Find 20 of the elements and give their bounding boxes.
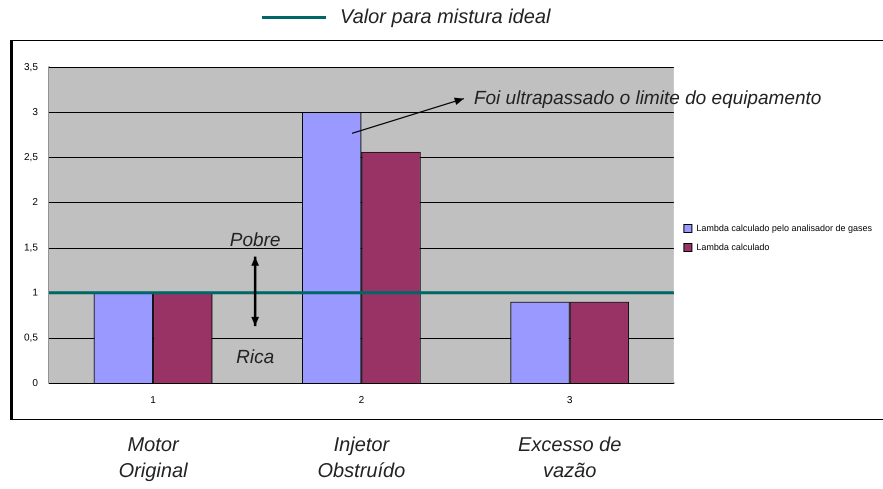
x-tick-label: 3 [566, 394, 573, 406]
y-tick-label: 2 [32, 197, 38, 208]
text: Injetor Obstruído [316, 433, 406, 484]
y-tick-label: 1 [32, 287, 38, 298]
y-tick-label: 3 [32, 106, 38, 118]
x-tick-label: 2 [358, 394, 365, 406]
legend-label: Lambda calculado pelo analisador de gases [696, 222, 872, 233]
annotation: Foi ultrapassado o limite do equipamento [474, 88, 822, 109]
y-tick-label: 0,5 [24, 332, 38, 344]
y-tick-label: 1,5 [24, 242, 38, 254]
text: Motor Original [118, 433, 189, 484]
text: Excesso de vazão [517, 433, 622, 484]
y-tick-label: 2,5 [24, 152, 38, 164]
x-tick-label: 1 [150, 394, 156, 406]
annotation: Pobre [230, 230, 280, 252]
y-tick-label: 0 [32, 378, 38, 389]
annotation: Rica [236, 347, 274, 368]
legend-label: Lambda calculado [696, 242, 770, 252]
legend-label: Valor para mistura ideal [340, 6, 550, 29]
y-tick-label: 3,5 [24, 62, 38, 73]
